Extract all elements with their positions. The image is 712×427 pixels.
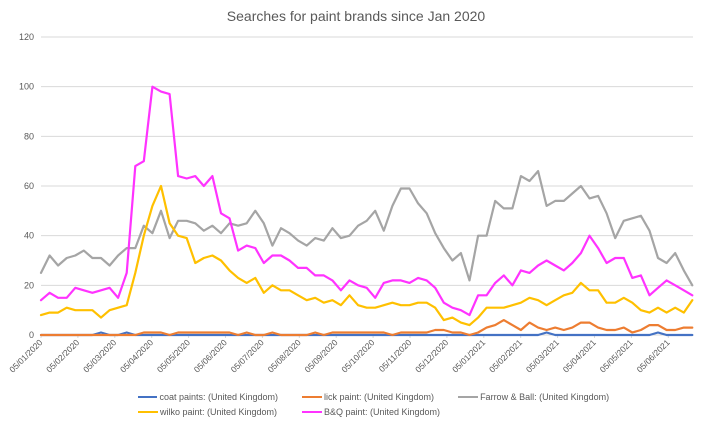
series-line-coat-paints — [39, 331, 694, 337]
legend-item-coat-paints: coat paints: (United Kingdom) — [138, 392, 278, 402]
y-tick-label: 80 — [24, 131, 34, 141]
legend: coat paints: (United Kingdom) lick paint… — [138, 389, 609, 419]
x-tick-label: 05/03/2020 — [81, 337, 118, 374]
x-tick-label: 05/01/2020 — [7, 337, 44, 374]
legend-item-lick-paint: lick paint: (United Kingdom) — [302, 392, 434, 402]
gridlines — [41, 36, 693, 286]
legend-label: Farrow & Ball: (United Kingdom) — [480, 391, 610, 402]
series-line-b-q-paint — [39, 85, 694, 317]
y-tick-label: 20 — [24, 280, 34, 290]
y-axis-ticks: 0 20 40 60 80 100 120 — [19, 32, 34, 340]
x-tick-label: 05/01/2021 — [450, 337, 487, 374]
y-tick-label: 100 — [19, 82, 34, 92]
legend-label: wilko paint: (United Kingdom) — [160, 406, 278, 417]
x-tick-label: 05/09/2020 — [302, 337, 339, 374]
x-tick-label: 05/06/2020 — [192, 337, 229, 374]
series-line-lick-paint — [39, 319, 694, 337]
x-tick-label: 05/02/2021 — [487, 337, 524, 374]
y-tick-label: 0 — [29, 330, 34, 340]
legend-item-farrow-ball: Farrow & Ball: (United Kingdom) — [458, 392, 609, 402]
series-line-wilko-paint — [39, 184, 694, 327]
x-tick-label: 05/11/2020 — [377, 337, 414, 374]
legend-label: B&Q paint: (United Kingdom) — [324, 406, 441, 417]
legend-item-bq-paint: B&Q paint: (United Kingdom) — [302, 407, 440, 417]
legend-swatch — [302, 395, 322, 398]
x-tick-label: 05/08/2020 — [266, 337, 303, 374]
x-tick-label: 05/06/2021 — [635, 337, 672, 374]
legend-swatch — [138, 395, 158, 398]
legend-swatch — [302, 410, 322, 413]
x-tick-label: 05/04/2021 — [561, 337, 598, 374]
y-tick-label: 60 — [24, 181, 34, 191]
x-tick-label: 05/03/2021 — [524, 337, 561, 374]
x-axis-ticks: 05/01/2020 05/02/2020 05/03/2020 05/04/2020… — [7, 335, 672, 374]
legend-item-wilko-paint: wilko paint: (United Kingdom) — [138, 407, 278, 417]
legend-label: lick paint: (United Kingdom) — [324, 391, 435, 402]
y-tick-label: 40 — [24, 231, 34, 241]
legend-swatch — [138, 410, 158, 413]
legend-label: coat paints: (United Kingdom) — [159, 391, 278, 402]
series-lines — [39, 85, 694, 337]
y-tick-label: 120 — [19, 32, 34, 42]
chart-title: Searches for paint brands since Jan 2020 — [226, 8, 486, 24]
x-tick-label: 05/05/2020 — [155, 337, 192, 374]
x-tick-label: 05/05/2021 — [598, 337, 635, 374]
x-tick-label: 05/10/2020 — [339, 337, 376, 374]
legend-swatch — [458, 395, 479, 398]
x-tick-label: 05/04/2020 — [118, 337, 155, 374]
x-tick-label: 05/12/2020 — [413, 337, 450, 374]
x-tick-label: 05/02/2020 — [44, 337, 81, 374]
x-tick-label: 05/07/2020 — [229, 337, 266, 374]
series-line-farrow-ball — [39, 170, 694, 287]
